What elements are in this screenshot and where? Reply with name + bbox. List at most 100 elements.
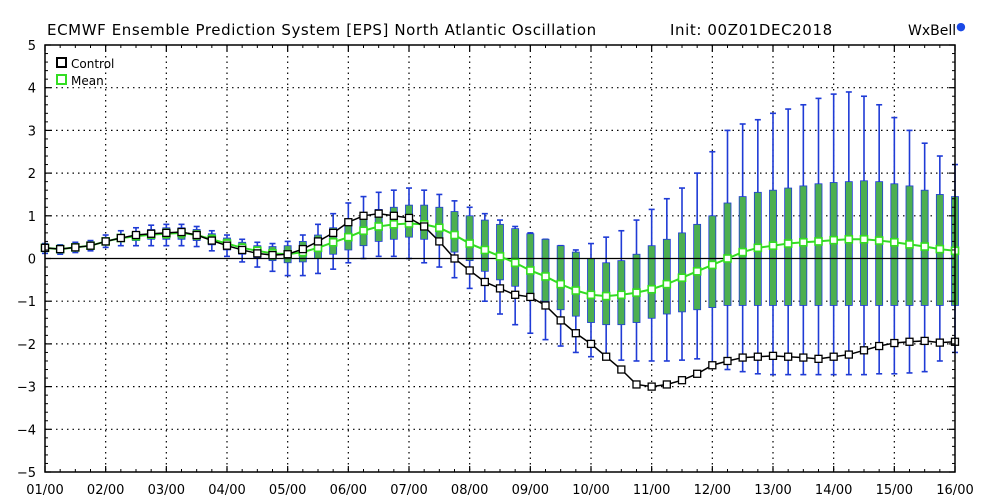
mean-marker: [814, 237, 823, 246]
x-tick-label: 10/00: [572, 483, 609, 498]
x-tick-label: 08/00: [451, 483, 488, 498]
control-marker: [859, 346, 869, 355]
control-marker: [162, 228, 171, 238]
control-marker: [359, 211, 368, 220]
control-marker: [465, 266, 474, 275]
control-marker: [829, 352, 838, 361]
ensemble-box: [571, 251, 580, 317]
control-marker: [177, 227, 186, 237]
control-marker: [116, 233, 125, 243]
control-marker: [374, 209, 383, 218]
x-tick-label: 06/00: [330, 483, 367, 498]
ensemble-box: [541, 238, 550, 302]
control-marker: [662, 380, 671, 389]
x-tick-label: 07/00: [390, 483, 427, 498]
chart-title: ECMWF Ensemble Prediction System [EPS] N…: [47, 21, 597, 39]
control-marker: [147, 229, 156, 238]
mean-marker: [890, 237, 899, 247]
control-marker: [920, 336, 929, 346]
control-marker: [480, 277, 489, 287]
ensemble-box: [662, 238, 671, 315]
legend-control-swatch: [56, 57, 67, 68]
control-marker: [905, 337, 914, 346]
control-marker: [541, 301, 550, 310]
control-marker: [253, 249, 262, 258]
control-marker: [298, 244, 307, 254]
mean-marker: [753, 243, 763, 253]
control-marker: [526, 292, 535, 302]
control-marker: [131, 230, 141, 240]
control-marker: [329, 228, 338, 238]
control-marker: [511, 290, 520, 299]
control-marker: [647, 382, 656, 391]
control-marker: [207, 236, 216, 245]
control-marker: [768, 351, 778, 361]
y-tick-label: −5: [17, 466, 36, 481]
control-marker: [738, 353, 747, 362]
x-tick-label: 03/00: [148, 483, 185, 498]
control-marker: [344, 218, 353, 227]
mean-marker: [859, 234, 869, 244]
ensemble-box: [556, 245, 565, 311]
mean-marker: [495, 252, 505, 261]
x-tick-label: 02/00: [87, 483, 124, 498]
brand-name: WxBell: [908, 23, 957, 39]
x-tick-label: 14/00: [815, 483, 852, 498]
legend-mean-label: Mean: [71, 74, 104, 88]
mean-marker: [480, 245, 490, 255]
x-tick-label: 09/00: [512, 483, 549, 498]
mean-marker: [328, 237, 338, 247]
mean-marker: [571, 286, 581, 295]
control-marker: [71, 243, 80, 252]
ensemble-box: [647, 245, 656, 319]
mean-marker: [844, 234, 854, 244]
mean-marker: [586, 290, 596, 300]
brand-logo: WxBell●: [908, 20, 966, 39]
mean-marker: [692, 267, 702, 276]
mean-marker: [783, 239, 793, 248]
y-tick-label: −4: [17, 423, 36, 438]
y-tick-label: −1: [17, 295, 36, 310]
mean-marker: [708, 260, 717, 270]
control-marker: [450, 254, 459, 263]
control-marker: [192, 230, 201, 240]
legend-control: Control: [56, 57, 114, 71]
mean-marker: [935, 244, 945, 254]
mean-marker: [905, 240, 914, 249]
control-marker: [693, 369, 702, 378]
x-tick-label: 13/00: [754, 483, 791, 498]
control-marker: [313, 237, 323, 246]
legend-mean: Mean: [56, 74, 104, 88]
control-marker: [799, 353, 808, 362]
y-tick-label: −2: [17, 338, 36, 353]
y-tick-label: −3: [17, 381, 36, 396]
mean-marker: [601, 291, 611, 301]
control-marker: [86, 241, 95, 250]
mean-marker: [677, 273, 687, 283]
mean-marker: [768, 241, 778, 250]
brand-dot-icon: ●: [956, 20, 966, 33]
x-tick-label: 16/00: [936, 483, 973, 498]
control-marker: [268, 250, 277, 260]
control-marker: [784, 352, 793, 361]
control-marker: [632, 380, 641, 389]
control-marker: [586, 339, 596, 349]
mean-marker: [450, 230, 459, 240]
ensemble-box: [526, 233, 535, 296]
control-marker: [844, 350, 853, 359]
ensemble-box: [465, 215, 474, 262]
mean-marker: [647, 284, 656, 294]
legend-mean-swatch: [56, 74, 67, 85]
x-tick-label: 15/00: [876, 483, 913, 498]
control-marker: [602, 352, 611, 361]
mean-marker: [389, 220, 399, 229]
control-marker: [238, 245, 247, 255]
control-marker: [389, 211, 398, 220]
control-marker: [814, 354, 823, 363]
control-marker: [723, 356, 732, 366]
x-tick-label: 04/00: [208, 483, 245, 498]
control-marker: [283, 250, 292, 259]
control-marker: [617, 365, 626, 374]
mean-marker: [662, 279, 672, 289]
mean-marker: [632, 288, 641, 297]
